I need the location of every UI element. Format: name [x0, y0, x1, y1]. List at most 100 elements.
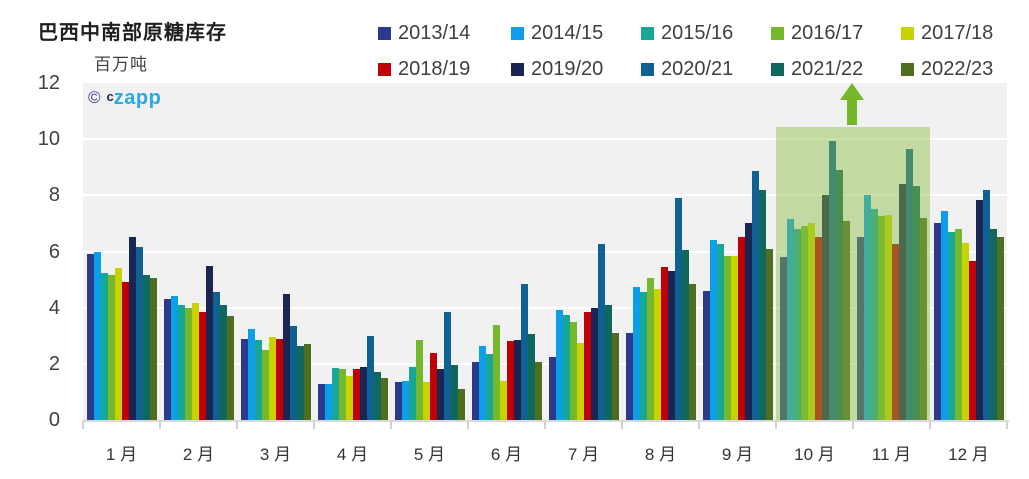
- x-tick-label-7: 7 月: [567, 445, 600, 464]
- bar-2022-23-2: [226, 316, 234, 420]
- x-axis-tick: [775, 421, 777, 429]
- bar-2013-14-6: [471, 362, 479, 420]
- bar-2021-22-3: [296, 345, 304, 420]
- bar-2022-23-8: [688, 283, 696, 420]
- legend-item-2017-18: 2017/18: [901, 22, 993, 44]
- legend-item-2020-21: 2020/21: [641, 58, 733, 80]
- bar-group-3: [237, 83, 314, 420]
- bar-2017-18-11: [884, 215, 892, 420]
- bar-2017-18-1: [114, 268, 122, 420]
- bar-group-10: [776, 83, 853, 420]
- bar-2015-16-9: [716, 244, 724, 420]
- bar-2018-19-10: [814, 237, 822, 420]
- bar-group-1: [83, 83, 160, 420]
- bar-2022-23-4: [380, 377, 388, 420]
- x-axis-tick: [698, 421, 700, 429]
- bar-2018-19-5: [429, 352, 437, 420]
- bar-2018-19-7: [583, 311, 591, 420]
- bar-2020-21-2: [212, 292, 220, 420]
- bar-2020-21-4: [366, 335, 374, 420]
- bar-2014-15-9: [709, 240, 717, 420]
- bar-2018-19-4: [352, 369, 360, 420]
- bar-2022-23-5: [457, 389, 465, 420]
- x-tick-label-5: 5 月: [413, 445, 446, 464]
- x-tick-label-6: 6 月: [490, 445, 523, 464]
- bar-2019-20-6: [513, 339, 521, 420]
- bar-2019-20-1: [128, 237, 136, 420]
- bar-2021-22-1: [142, 275, 150, 420]
- x-axis-tick: [159, 421, 161, 429]
- x-axis-tick: [313, 421, 315, 429]
- bar-2016-17-10: [800, 226, 808, 420]
- bar-2013-14-2: [163, 299, 171, 420]
- bar-2016-17-8: [646, 278, 654, 420]
- bar-2019-20-5: [436, 369, 444, 420]
- bar-2014-15-6: [478, 345, 486, 420]
- bar-2016-17-7: [569, 321, 577, 420]
- bar-2014-15-11: [863, 195, 871, 420]
- bar-2017-18-6: [499, 380, 507, 420]
- bar-2016-17-2: [184, 307, 192, 420]
- bar-2021-22-2: [219, 304, 227, 420]
- bar-2016-17-11: [877, 216, 885, 420]
- bar-2022-23-9: [765, 248, 773, 420]
- x-tick-label-4: 4 月: [336, 445, 369, 464]
- bar-2020-21-9: [751, 171, 759, 420]
- bar-2019-20-7: [590, 307, 598, 420]
- legend-label: 2019/20: [531, 57, 604, 80]
- bar-2015-16-6: [485, 354, 493, 420]
- bar-2017-18-7: [576, 342, 584, 420]
- bar-2018-19-6: [506, 341, 514, 420]
- x-tick-label-12: 12 月: [948, 445, 989, 464]
- bar-2022-23-6: [534, 362, 542, 420]
- bar-2017-18-10: [807, 223, 815, 420]
- y-axis-unit-label: 百万吨: [94, 55, 148, 74]
- x-tick-label-10: 10 月: [794, 445, 835, 464]
- chart-title: 巴西中南部原糖库存: [38, 22, 227, 44]
- bar-2020-21-7: [597, 244, 605, 420]
- x-axis-tick: [929, 421, 931, 429]
- legend-label: 2022/23: [921, 57, 994, 80]
- x-tick-label-3: 3 月: [259, 445, 292, 464]
- bar-2013-14-9: [702, 290, 710, 420]
- legend-item-2014-15: 2014/15: [511, 22, 603, 44]
- watermark-prefix: c: [106, 89, 114, 104]
- legend-swatch-icon: [641, 26, 654, 40]
- x-axis-tick: [82, 421, 84, 429]
- x-tick-label-9: 9 月: [721, 445, 754, 464]
- gridline-2: [83, 362, 1007, 365]
- y-tick-label-10: 10: [37, 128, 60, 151]
- bar-2014-15-10: [786, 219, 794, 420]
- bar-2020-21-5: [443, 311, 451, 420]
- bar-group-4: [314, 83, 391, 420]
- bar-2021-22-6: [527, 334, 535, 420]
- legend-swatch-icon: [901, 26, 914, 40]
- bar-2013-14-4: [317, 383, 325, 420]
- legend-label: 2021/22: [791, 57, 864, 80]
- bar-2015-16-4: [331, 368, 339, 420]
- bar-2014-15-12: [940, 210, 948, 420]
- bar-2019-20-4: [359, 366, 367, 420]
- bar-2014-15-8: [632, 286, 640, 420]
- bar-2019-20-11: [898, 184, 906, 420]
- x-axis-tick: [621, 421, 623, 429]
- bar-2016-17-3: [261, 349, 269, 420]
- bar-2013-14-10: [779, 257, 787, 420]
- legend-label: 2015/16: [661, 21, 734, 44]
- gridline-10: [83, 138, 1007, 141]
- bar-2013-14-3: [240, 338, 248, 420]
- bar-2020-21-1: [135, 247, 143, 420]
- bar-2016-17-4: [338, 369, 346, 420]
- bar-2014-15-3: [247, 328, 255, 420]
- bar-2018-19-9: [737, 237, 745, 420]
- bar-2016-17-9: [723, 255, 731, 420]
- bar-2014-15-4: [324, 383, 332, 420]
- legend-label: 2013/14: [398, 21, 471, 44]
- legend-item-2016-17: 2016/17: [771, 22, 863, 44]
- bar-2014-15-1: [93, 251, 101, 420]
- bar-2015-16-2: [177, 304, 185, 420]
- bar-2021-22-8: [681, 250, 689, 420]
- legend-swatch-icon: [378, 62, 391, 76]
- legend-item-2021-22: 2021/22: [771, 58, 863, 80]
- x-tick-label-11: 11 月: [871, 445, 912, 464]
